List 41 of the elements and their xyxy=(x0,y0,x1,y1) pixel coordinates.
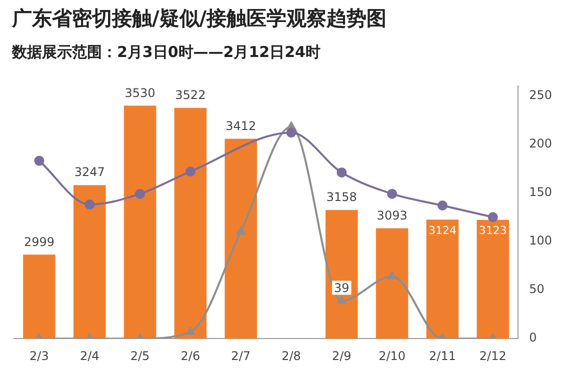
x-tick-label: 2/6 xyxy=(180,348,200,363)
point xyxy=(388,271,397,280)
data-label: 3522 xyxy=(175,88,206,102)
x-tick-label: 2/10 xyxy=(378,348,406,363)
x-tick-label: 2/8 xyxy=(282,348,301,363)
data-label: 3247 xyxy=(74,165,105,180)
data-label: 3412 xyxy=(226,118,256,133)
x-tick-label: 2/9 xyxy=(332,348,352,363)
data-label: 3530 xyxy=(124,86,156,100)
x-tick-label: 2/5 xyxy=(130,348,150,363)
point xyxy=(185,166,196,176)
y2-tick-label: 150 xyxy=(529,184,552,199)
chart-subtitle: 数据展示范围：2月3日0时——2月12日24时 xyxy=(11,42,320,61)
x-tick-label: 2/4 xyxy=(80,348,100,363)
point xyxy=(135,188,146,199)
y2-tick-label: 100 xyxy=(529,234,552,248)
data-label: 3123 xyxy=(478,224,507,238)
data-label: 2999 xyxy=(24,234,54,249)
point xyxy=(236,226,246,235)
point xyxy=(186,326,195,335)
y2-tick-label: 50 xyxy=(529,282,544,296)
point xyxy=(387,188,398,199)
data-label: 39 xyxy=(334,280,350,295)
data-label: 3158 xyxy=(326,190,357,204)
point xyxy=(337,296,346,304)
x-tick-label: 2/3 xyxy=(30,348,49,363)
chart-title: 广东省密切接触/疑似/接触医学观察趋势图 xyxy=(11,6,387,30)
point xyxy=(286,128,296,138)
y2-tick-label: 200 xyxy=(529,136,552,150)
point xyxy=(336,167,347,178)
data-label: 3093 xyxy=(376,208,408,222)
point xyxy=(84,200,95,210)
x-tick-label: 2/11 xyxy=(429,348,456,363)
x-tick-label: 2/7 xyxy=(231,348,250,363)
point xyxy=(437,200,448,210)
data-label: 3124 xyxy=(428,224,456,237)
point xyxy=(34,156,44,166)
y2-tick-label: 250 xyxy=(529,88,552,102)
y2-tick-label: 0 xyxy=(529,330,537,345)
x-tick-label: 2/12 xyxy=(479,348,506,363)
point xyxy=(488,212,498,222)
